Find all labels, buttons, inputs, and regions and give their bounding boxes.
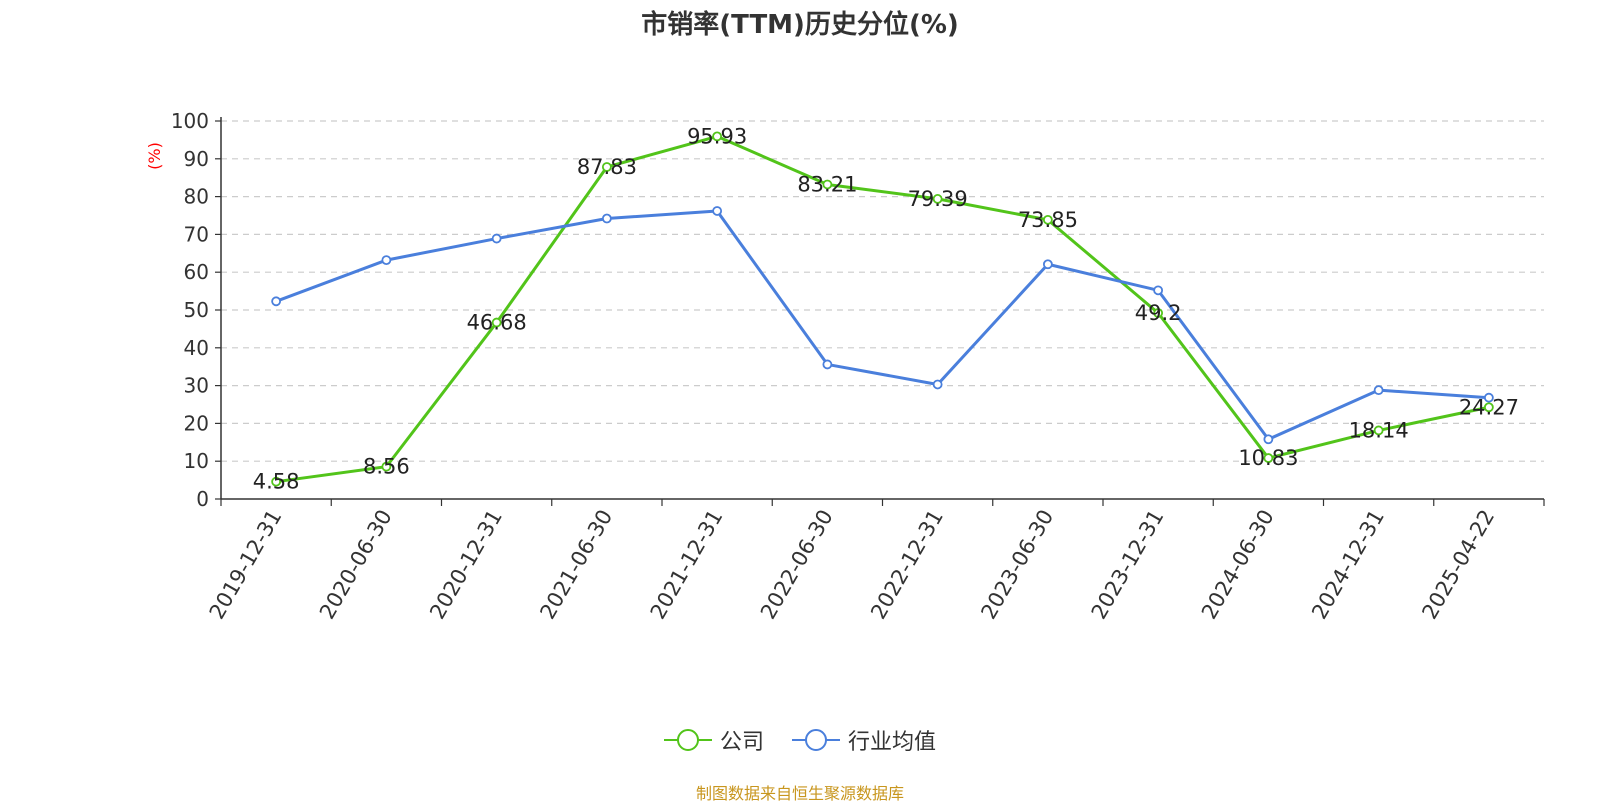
data-label: 8.56: [363, 455, 410, 479]
data-point: [1042, 259, 1053, 270]
legend-industry-icon: [792, 729, 840, 751]
y-tick-label-90: 90: [184, 147, 209, 171]
series-line-0: [275, 134, 1490, 484]
data-label: 18.14: [1349, 418, 1409, 442]
data-point: [1373, 425, 1384, 436]
data-point: [381, 255, 392, 266]
data-point: [601, 162, 612, 172]
legend-company-label: 公司: [720, 730, 765, 755]
data-point: [822, 359, 833, 370]
data-point: [1263, 453, 1274, 463]
x-tick-label: 2023-12-31: [1087, 506, 1169, 624]
data-point: [601, 213, 612, 224]
x-tick-label: 2020-12-31: [425, 506, 507, 624]
x-tick-label: 2025-04-22: [1417, 506, 1499, 624]
y-tick-label-0: 0: [196, 487, 209, 511]
y-tick-label-80: 80: [184, 185, 209, 209]
data-point: [381, 461, 392, 472]
data-point: [1153, 285, 1164, 296]
y-tick-label-70: 70: [184, 222, 209, 246]
source-note: 制图数据来自恒生聚源数据库: [695, 784, 904, 803]
data-label: 24.27: [1459, 395, 1519, 419]
data-point: [932, 379, 943, 390]
data-labels: 4.58 8.56 46.68 87.83 95.93 83.21 79.39 73.85 49…: [253, 124, 1519, 493]
y-tick-label-60: 60: [184, 260, 209, 284]
series-line-1: [275, 209, 1489, 441]
data-label: 79.39: [908, 187, 968, 211]
x-tick-label: 2020-06-30: [315, 506, 397, 624]
data-label: 87.83: [577, 155, 637, 179]
data-label: 46.68: [467, 311, 527, 335]
data-point: [1483, 402, 1494, 413]
data-point: [1483, 392, 1494, 403]
data-label: 83.21: [797, 172, 857, 196]
legend-industry-label: 行业均值: [848, 730, 937, 755]
data-label: 10.83: [1238, 446, 1298, 470]
data-label: 49.2: [1135, 301, 1182, 325]
data-point: [1153, 308, 1164, 318]
data-point: [822, 179, 833, 190]
x-tick-label: 2022-06-30: [756, 506, 838, 624]
chart-title: 市销率(TTM)历史分位(%): [641, 10, 959, 40]
x-tick-label: 2021-12-31: [646, 506, 728, 624]
data-point: [1263, 434, 1274, 445]
legend-item-industry-average[interactable]: 行业均值: [792, 722, 936, 758]
y-tick-label-20: 20: [184, 411, 209, 435]
y-tick-label-50: 50: [184, 298, 209, 322]
y-tick-label-10: 10: [184, 449, 209, 473]
y-tick-label-30: 30: [184, 374, 209, 398]
y-tick-label-40: 40: [184, 336, 209, 360]
legend-company-icon: [664, 729, 712, 751]
data-point: [271, 296, 282, 307]
data-point: [712, 206, 723, 216]
grid-lines: [221, 120, 1544, 462]
data-label: 95.93: [687, 124, 747, 148]
data-label: 73.85: [1018, 208, 1078, 232]
data-point: [1042, 214, 1053, 225]
series-lines: [271, 131, 1494, 487]
data-point: [932, 194, 943, 204]
legend-item-company[interactable]: 公司: [664, 722, 764, 758]
y-axis-label: (%): [145, 142, 164, 170]
x-tick-label: 2024-12-31: [1307, 506, 1389, 624]
y-tick-label-100: 100: [171, 109, 209, 133]
x-tick-label: 2023-06-30: [976, 506, 1058, 624]
x-tick-label: 2024-06-30: [1197, 506, 1279, 624]
data-point: [491, 317, 502, 328]
data-label: 4.58: [253, 470, 300, 494]
data-point: [491, 233, 502, 244]
data-point: [712, 131, 723, 142]
x-tick-label: 2022-12-31: [866, 506, 948, 624]
data-point: [1373, 385, 1384, 396]
x-tick-label: 2019-12-31: [205, 506, 287, 624]
x-tick-label: 2021-06-30: [535, 506, 617, 624]
data-point: [271, 476, 282, 487]
